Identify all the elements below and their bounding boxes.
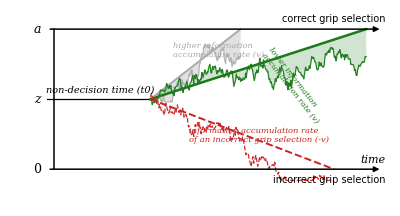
Text: lower information
accumulation rate (v): lower information accumulation rate (v) — [260, 46, 327, 125]
Text: incorrect grip selection: incorrect grip selection — [273, 175, 386, 185]
Text: higher information
accumulation rate (v): higher information accumulation rate (v) — [173, 42, 264, 59]
Text: non-decision time (t0): non-decision time (t0) — [46, 86, 154, 95]
Text: correct grip selection: correct grip selection — [282, 14, 386, 24]
Text: 0: 0 — [33, 163, 41, 176]
Text: information accumulation rate
of an incorrect grip selection (-v): information accumulation rate of an inco… — [189, 127, 329, 144]
Text: z: z — [34, 93, 41, 106]
Text: a: a — [33, 23, 41, 36]
Text: time: time — [360, 155, 386, 165]
